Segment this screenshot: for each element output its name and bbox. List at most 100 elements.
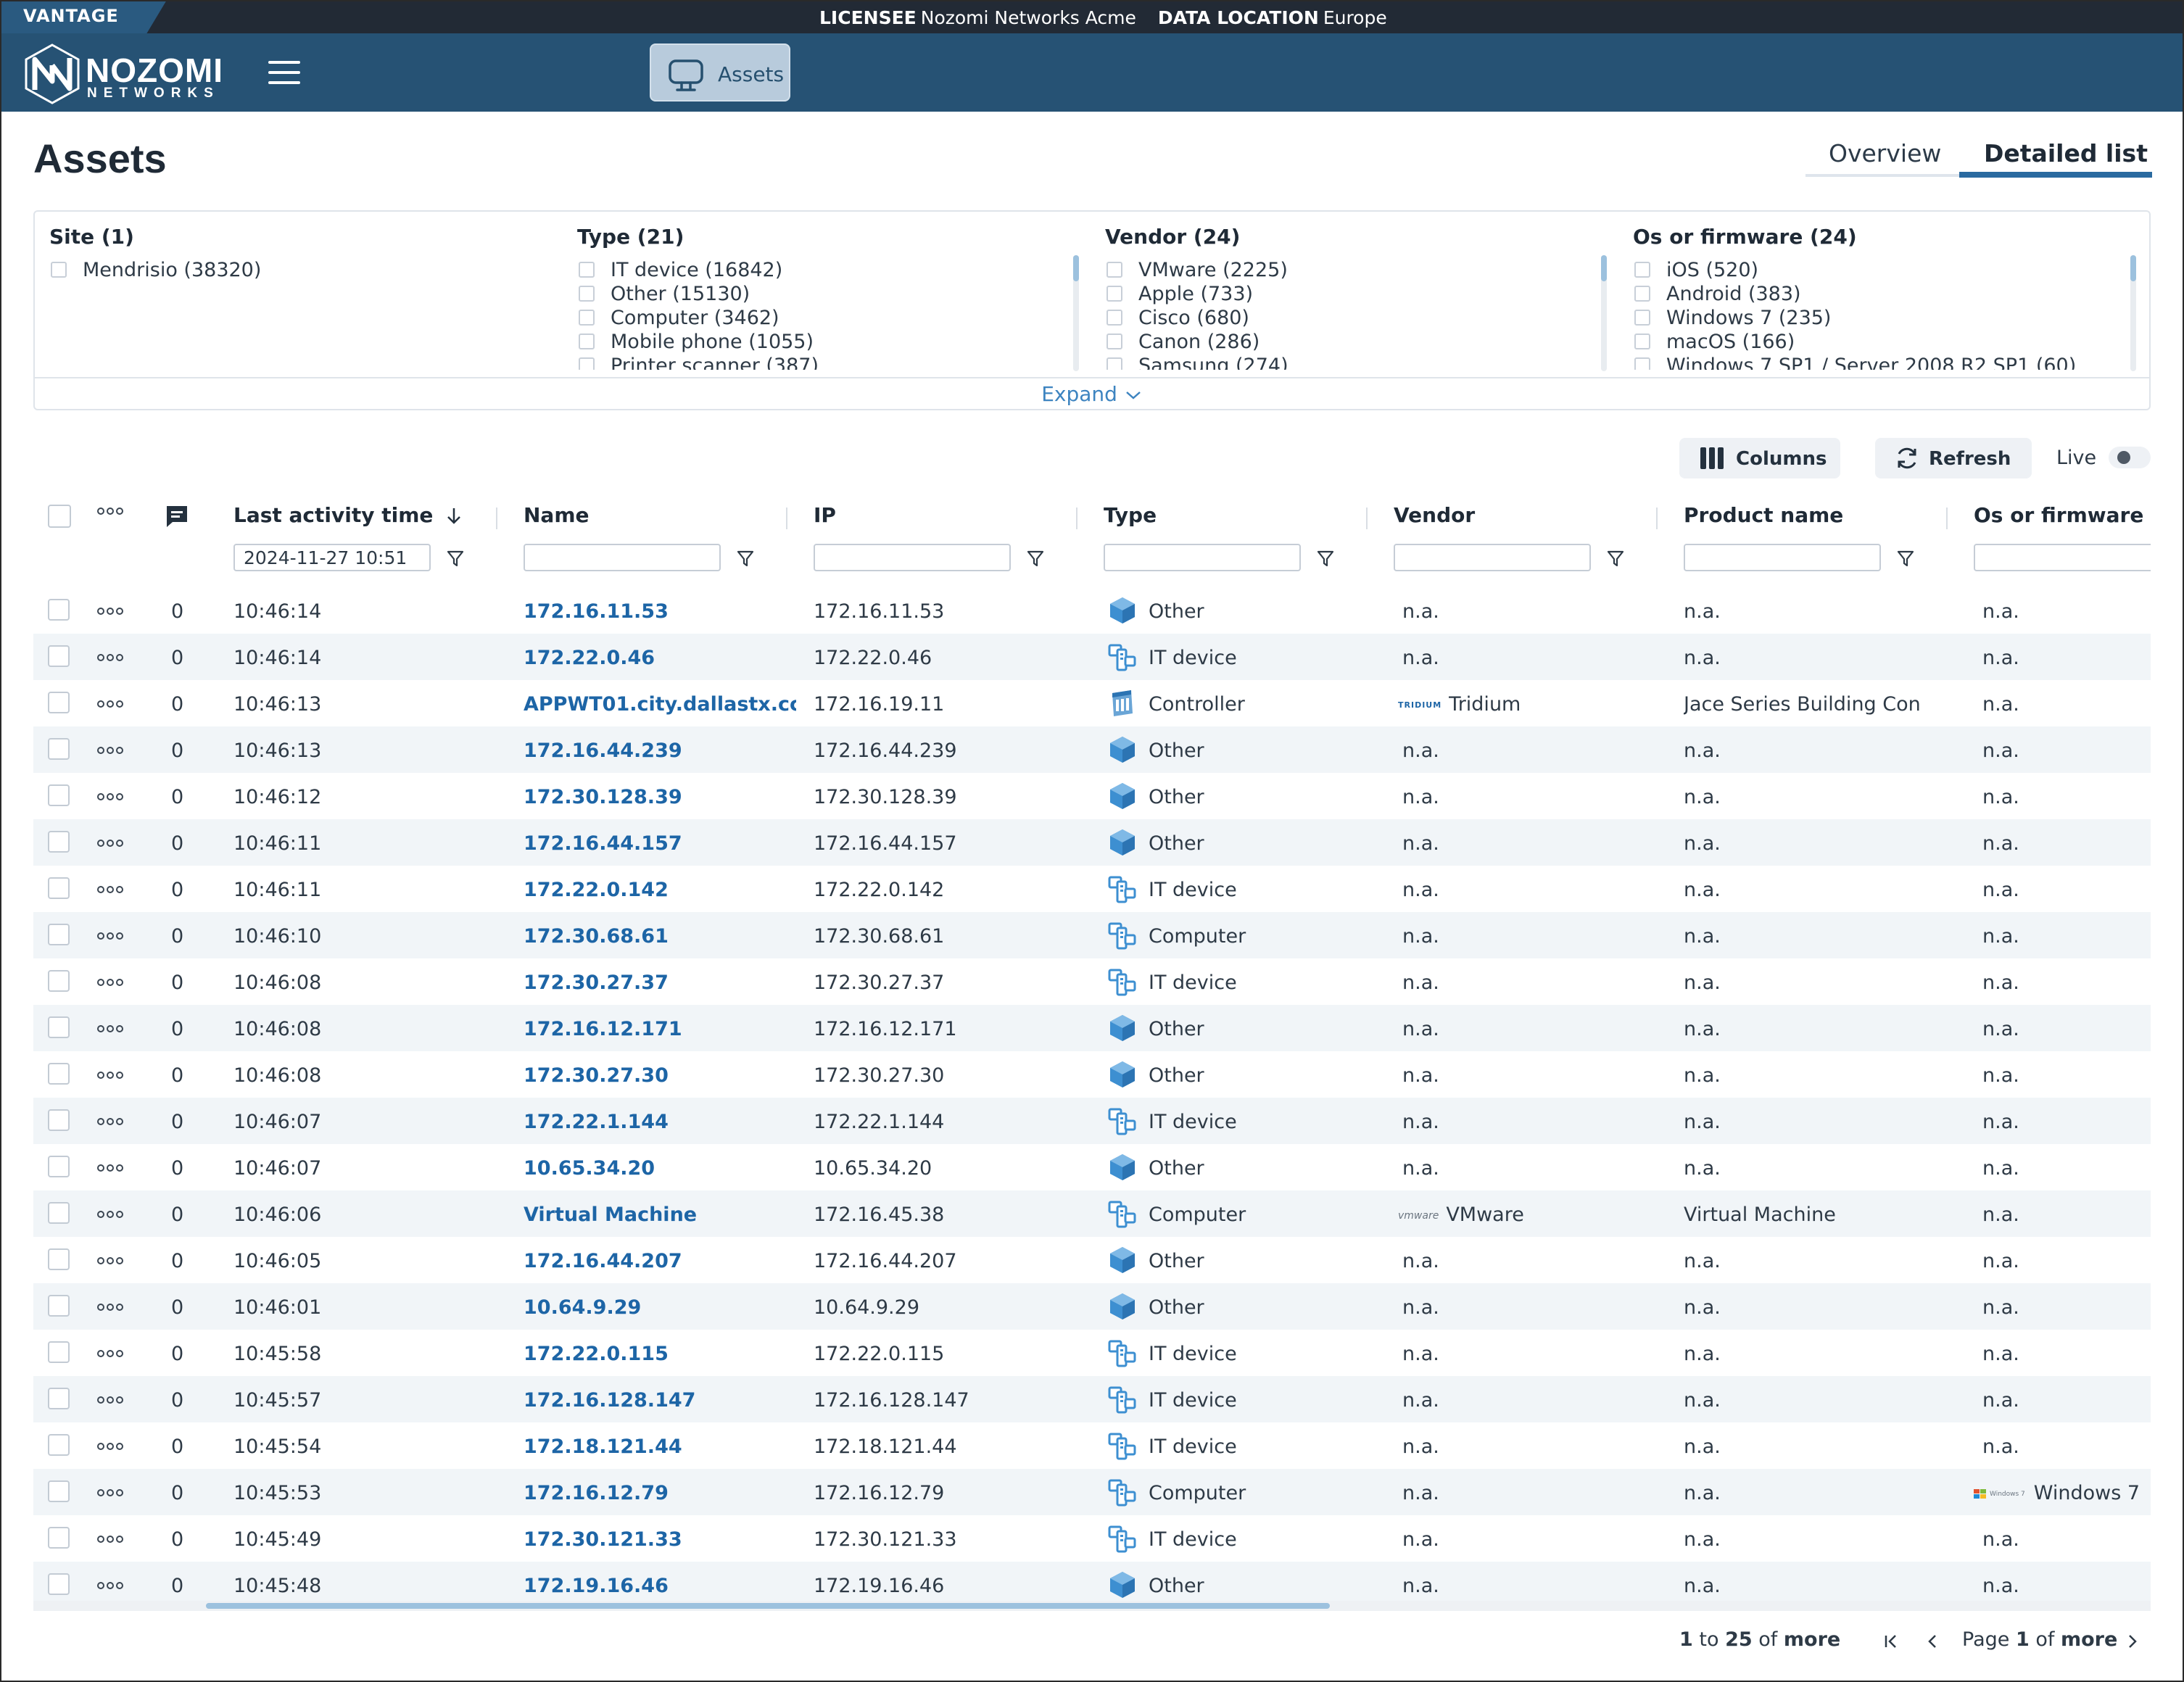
- row-actions-icon[interactable]: [97, 1072, 125, 1081]
- table-row[interactable]: 0 10:46:05 172.16.44.207 172.16.44.207 Other…: [33, 1237, 2151, 1283]
- table-row[interactable]: 0 10:46:12 172.30.128.39 172.30.128.39 Other…: [33, 773, 2151, 819]
- column-filter-icon[interactable]: [1025, 548, 1046, 568]
- row-actions-icon[interactable]: [97, 886, 125, 895]
- column-filter-icon[interactable]: [1605, 548, 1626, 568]
- header-vendor[interactable]: Vendor: [1394, 503, 1476, 527]
- row-actions-icon[interactable]: [97, 1025, 125, 1035]
- row-checkbox[interactable]: [48, 784, 70, 806]
- asset-name-link[interactable]: 172.30.27.37: [524, 972, 669, 994]
- header-ip[interactable]: IP: [814, 503, 836, 527]
- table-row[interactable]: 0 10:46:07 10.65.34.20 10.65.34.20 Other n.a.…: [33, 1144, 2151, 1190]
- os-filter-input[interactable]: [1974, 544, 2151, 571]
- table-row[interactable]: 0 10:45:58 172.22.0.115 172.22.0.115 IT devi…: [33, 1330, 2151, 1376]
- ip-filter-input[interactable]: [814, 544, 1011, 571]
- row-checkbox[interactable]: [48, 831, 70, 853]
- row-actions-icon[interactable]: [97, 1164, 125, 1174]
- row-checkbox[interactable]: [48, 924, 70, 945]
- asset-name-link[interactable]: 172.22.0.142: [524, 879, 669, 901]
- asset-name-link[interactable]: 172.19.16.46: [524, 1575, 669, 1597]
- row-checkbox[interactable]: [48, 1295, 70, 1317]
- row-checkbox[interactable]: [48, 599, 70, 621]
- row-checkbox[interactable]: [48, 1341, 70, 1363]
- product-filter-input[interactable]: [1684, 544, 1881, 571]
- facet-os-scrollbar[interactable]: [2130, 255, 2136, 371]
- row-actions-icon[interactable]: [97, 793, 125, 803]
- row-actions-icon[interactable]: [97, 747, 125, 756]
- facet-vendor-option[interactable]: Cisco (680): [1105, 307, 1613, 331]
- row-actions-icon[interactable]: [97, 932, 125, 942]
- facet-checkbox[interactable]: [1634, 285, 1650, 302]
- facet-checkbox[interactable]: [579, 333, 595, 349]
- table-row[interactable]: 0 10:45:57 172.16.128.147 172.16.128.147 IT …: [33, 1376, 2151, 1422]
- facet-checkbox[interactable]: [1107, 357, 1122, 370]
- row-checkbox[interactable]: [48, 1202, 70, 1224]
- asset-name-link[interactable]: 172.30.128.39: [524, 786, 682, 808]
- facet-vendor-option[interactable]: Samsung (274): [1105, 355, 1613, 370]
- table-row[interactable]: 0 10:46:07 172.22.1.144 172.22.1.144 IT devi…: [33, 1098, 2151, 1144]
- asset-name-link[interactable]: 172.16.12.171: [524, 1018, 682, 1040]
- table-row[interactable]: 0 10:46:01 10.64.9.29 10.64.9.29 Other n.a. n.…: [33, 1283, 2151, 1330]
- facet-os-option[interactable]: Android (383): [1633, 283, 2140, 307]
- asset-name-link[interactable]: 10.65.34.20: [524, 1157, 655, 1180]
- expand-filters-button[interactable]: Expand: [35, 377, 2149, 412]
- table-row[interactable]: 0 10:45:54 172.18.121.44 172.18.121.44 IT de…: [33, 1422, 2151, 1469]
- facet-checkbox[interactable]: [51, 261, 67, 278]
- first-page-icon[interactable]: [1882, 1633, 1900, 1650]
- facet-os-option[interactable]: iOS (520): [1633, 259, 2140, 283]
- row-actions-icon[interactable]: [97, 1257, 125, 1267]
- column-filter-icon[interactable]: [445, 548, 466, 568]
- table-row[interactable]: 0 10:46:06 Virtual Machine 172.16.45.38 Comp…: [33, 1190, 2151, 1237]
- vendor-filter-input[interactable]: [1394, 544, 1591, 571]
- columns-button[interactable]: Columns: [1679, 438, 1840, 478]
- table-row[interactable]: 0 10:45:49 172.30.121.33 172.30.121.33 IT de…: [33, 1515, 2151, 1562]
- header-os-firmware[interactable]: Os or firmware: [1974, 503, 2144, 527]
- row-checkbox[interactable]: [48, 970, 70, 992]
- facet-checkbox[interactable]: [1634, 333, 1650, 349]
- asset-name-link[interactable]: 172.22.1.144: [524, 1111, 669, 1133]
- asset-name-link[interactable]: 172.16.128.147: [524, 1389, 696, 1412]
- facet-vendor-option[interactable]: Apple (733): [1105, 283, 1613, 307]
- table-row[interactable]: 0 10:46:14 172.16.11.53 172.16.11.53 Other n.…: [33, 587, 2151, 634]
- facet-os-option[interactable]: macOS (166): [1633, 331, 2140, 355]
- asset-name-link[interactable]: 172.16.11.53: [524, 600, 669, 623]
- row-actions-icon[interactable]: [97, 1211, 125, 1220]
- facet-os-option[interactable]: Windows 7 (235): [1633, 307, 2140, 331]
- row-actions-icon[interactable]: [97, 608, 125, 617]
- row-checkbox[interactable]: [48, 1573, 70, 1595]
- row-actions-header-icon[interactable]: [97, 508, 125, 517]
- facet-checkbox[interactable]: [579, 357, 595, 370]
- row-actions-icon[interactable]: [97, 654, 125, 663]
- table-row[interactable]: 0 10:46:11 172.16.44.157 172.16.44.157 Other…: [33, 819, 2151, 866]
- facet-checkbox[interactable]: [1107, 333, 1122, 349]
- table-row[interactable]: 0 10:46:14 172.22.0.46 172.22.0.46 IT device…: [33, 634, 2151, 680]
- row-actions-icon[interactable]: [97, 1396, 125, 1406]
- row-checkbox[interactable]: [48, 645, 70, 667]
- assets-nav-button[interactable]: Assets: [650, 44, 790, 102]
- facet-checkbox[interactable]: [1107, 285, 1122, 302]
- row-actions-icon[interactable]: [97, 1350, 125, 1359]
- facet-checkbox[interactable]: [1107, 261, 1122, 278]
- asset-name-link[interactable]: 172.30.121.33: [524, 1528, 682, 1551]
- row-actions-icon[interactable]: [97, 1304, 125, 1313]
- facet-type-option[interactable]: Printer scanner (387): [577, 355, 1085, 370]
- facet-checkbox[interactable]: [1107, 309, 1122, 326]
- facet-type-option[interactable]: Computer (3462): [577, 307, 1085, 331]
- facet-vendor-scrollbar[interactable]: [1601, 255, 1607, 371]
- asset-name-link[interactable]: 172.16.44.239: [524, 740, 682, 762]
- next-page-icon[interactable]: [2123, 1633, 2140, 1650]
- row-checkbox[interactable]: [48, 1527, 70, 1549]
- row-actions-icon[interactable]: [97, 979, 125, 988]
- row-actions-icon[interactable]: [97, 1118, 125, 1127]
- asset-name-link[interactable]: 172.18.121.44: [524, 1436, 682, 1458]
- asset-name-link[interactable]: 172.16.44.207: [524, 1250, 682, 1272]
- row-actions-icon[interactable]: [97, 1582, 125, 1591]
- header-name[interactable]: Name: [524, 503, 590, 527]
- facet-checkbox[interactable]: [579, 309, 595, 326]
- row-checkbox[interactable]: [48, 1388, 70, 1409]
- asset-name-link[interactable]: Virtual Machine: [524, 1204, 698, 1226]
- facet-vendor-option[interactable]: Canon (286): [1105, 331, 1613, 355]
- table-row[interactable]: 0 10:45:48 172.19.16.46 172.19.16.46 Other n.…: [33, 1562, 2151, 1608]
- asset-name-link[interactable]: 172.30.27.30: [524, 1064, 669, 1087]
- row-checkbox[interactable]: [48, 1480, 70, 1502]
- table-horizontal-scrollbar[interactable]: [33, 1601, 2151, 1611]
